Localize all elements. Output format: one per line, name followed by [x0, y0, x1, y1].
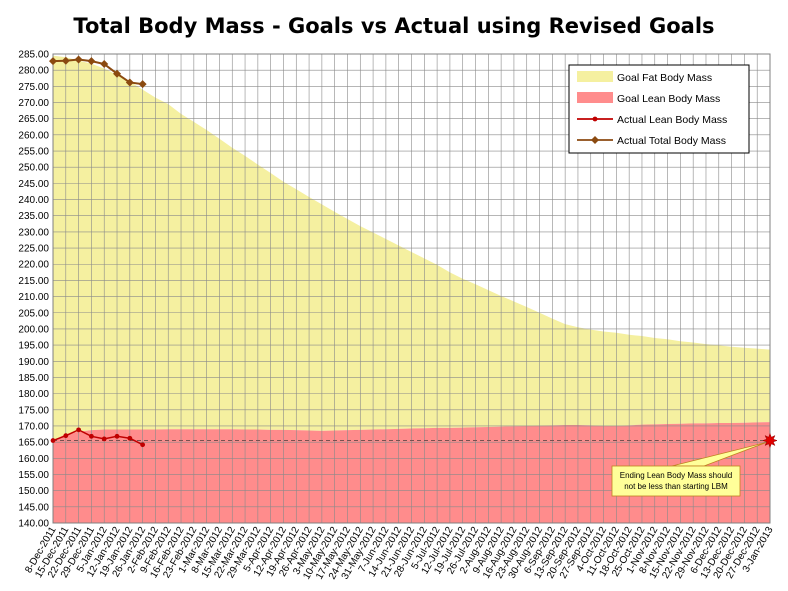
actual-lean-point	[101, 436, 107, 442]
plot-border	[52, 53, 771, 524]
legend-swatch-marker	[591, 136, 599, 144]
y-tick-label: 245.00	[18, 179, 49, 190]
actual-total-point	[138, 80, 147, 89]
callout-text-line2: not be less than starting LBM	[624, 482, 728, 491]
y-tick-label: 145.00	[18, 502, 49, 513]
callout-text-line1: Ending Lean Body Mass should	[620, 471, 733, 480]
y-tick-label: 160.00	[18, 454, 49, 465]
y-tick-label: 270.00	[18, 98, 49, 109]
y-tick-label: 200.00	[18, 324, 49, 335]
y-tick-label: 195.00	[18, 341, 49, 352]
actual-total-point	[113, 69, 122, 78]
actual-total-point	[49, 57, 57, 66]
legend-label: Goal Lean Body Mass	[617, 93, 720, 105]
actual-lean-point	[76, 427, 82, 433]
actual-total-point	[87, 57, 96, 66]
legend-swatch	[577, 71, 613, 82]
actual-lean-point	[89, 433, 94, 439]
y-tick-label: 165.00	[18, 438, 49, 449]
y-tick-label: 150.00	[18, 486, 49, 497]
y-tick-label: 285.00	[18, 50, 49, 61]
y-tick-label: 225.00	[18, 244, 49, 255]
y-tick-label: 170.00	[18, 421, 49, 432]
actual-total-point	[74, 55, 83, 64]
y-tick-label: 255.00	[18, 147, 49, 158]
y-tick-label: 260.00	[18, 130, 49, 141]
legend-swatch	[577, 92, 613, 103]
y-tick-label: 215.00	[18, 276, 49, 287]
y-tick-label: 175.00	[18, 405, 49, 416]
callout-box	[611, 465, 741, 497]
legend-label: Actual Total Body Mass	[617, 135, 726, 147]
actual-total-point	[61, 56, 70, 65]
target-marker	[762, 432, 778, 449]
y-tick-label: 235.00	[18, 211, 49, 222]
y-tick-label: 240.00	[18, 195, 49, 206]
y-tick-label: 205.00	[18, 308, 49, 319]
y-tick-label: 190.00	[18, 357, 49, 368]
y-tick-label: 280.00	[18, 66, 49, 77]
y-tick-label: 265.00	[18, 114, 49, 125]
chart-title: Total Body Mass - Goals vs Actual using …	[73, 14, 715, 38]
y-tick-label: 180.00	[18, 389, 49, 400]
y-tick-label: 210.00	[18, 292, 49, 303]
y-tick-label: 250.00	[18, 163, 49, 174]
y-tick-label: 275.00	[18, 82, 49, 93]
y-tick-label: 220.00	[18, 260, 49, 271]
legend-label: Goal Fat Body Mass	[617, 72, 712, 84]
actual-lean-point	[50, 438, 56, 443]
legend-swatch-marker	[592, 116, 598, 122]
actual-lean-point	[63, 433, 69, 439]
y-tick-label: 155.00	[18, 470, 49, 481]
actual-lean-point	[127, 435, 133, 441]
actual-lean-point	[140, 442, 146, 448]
actual-total-point	[125, 78, 134, 87]
y-tick-label: 185.00	[18, 373, 49, 384]
actual-lean-point	[114, 433, 120, 439]
legend-label: Actual Lean Body Mass	[617, 114, 727, 126]
y-tick-label: 140.00	[18, 519, 49, 530]
y-tick-label: 230.00	[18, 227, 49, 238]
actual-total-point	[100, 60, 109, 69]
